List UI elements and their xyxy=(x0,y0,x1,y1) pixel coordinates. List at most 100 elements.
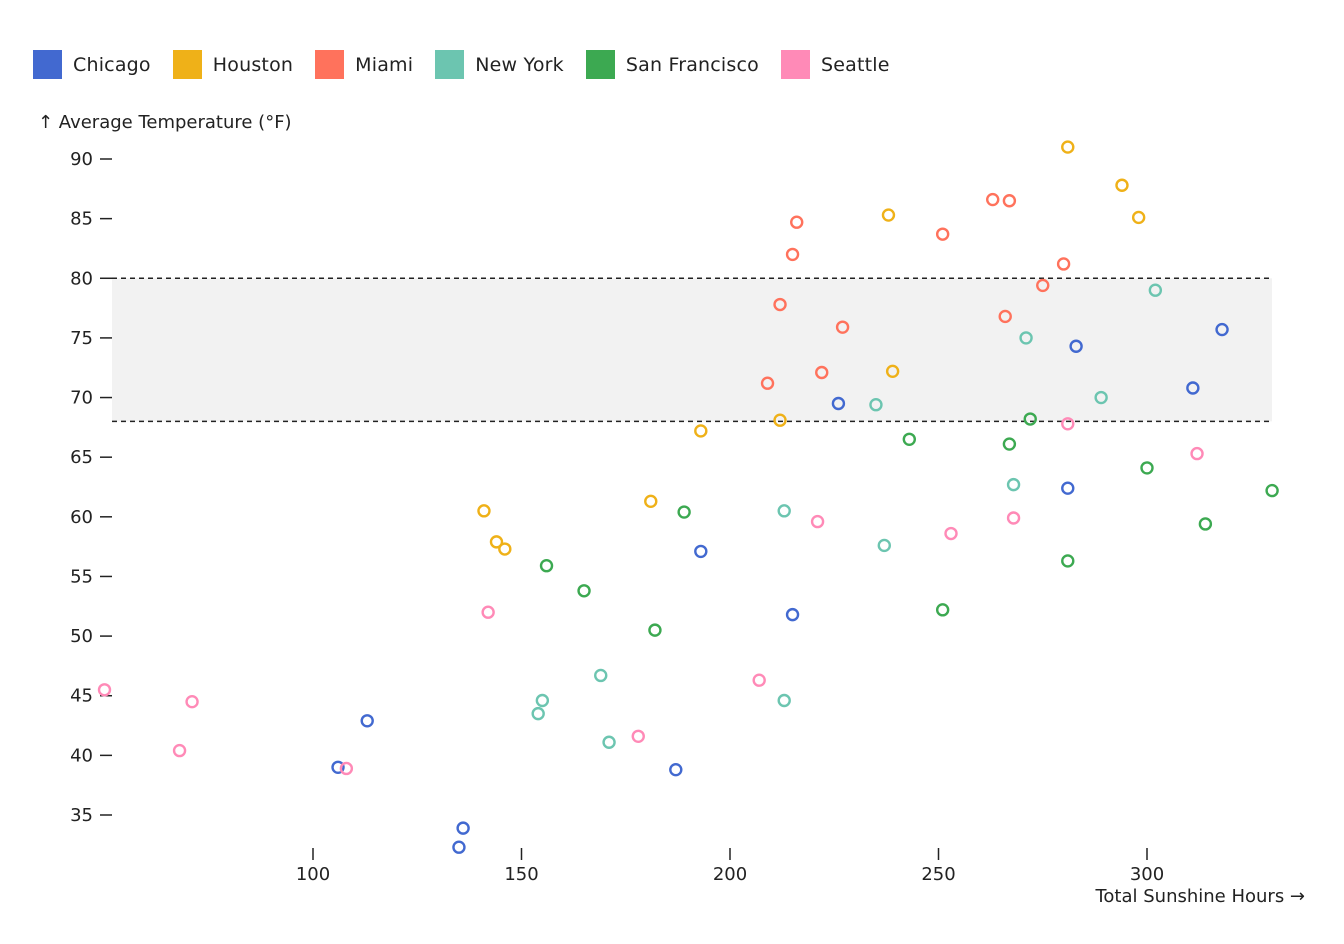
y-tick-label: 55 xyxy=(70,566,93,587)
data-point xyxy=(1019,331,1033,345)
data-point xyxy=(644,494,658,509)
data-point xyxy=(648,623,662,637)
data-point xyxy=(481,605,495,619)
x-tick-label: 150 xyxy=(504,864,538,885)
data-point xyxy=(877,538,891,553)
x-tick-label: 200 xyxy=(713,864,747,885)
data-point xyxy=(777,693,791,708)
data-point xyxy=(185,694,199,709)
data-point xyxy=(1006,511,1021,525)
data-point xyxy=(97,683,112,697)
legend-label: New York xyxy=(475,53,564,76)
legend-item: Chicago xyxy=(33,50,151,79)
data-point xyxy=(1061,140,1075,154)
data-point xyxy=(1006,477,1021,492)
data-point xyxy=(835,320,850,334)
data-point xyxy=(1131,210,1146,225)
y-axis-label: ↑ Average Temperature (°F) xyxy=(38,112,292,133)
y-tick-label: 35 xyxy=(70,805,93,826)
data-point xyxy=(677,505,691,519)
x-tick-label: 300 xyxy=(1130,864,1164,885)
data-point xyxy=(172,743,187,758)
data-point xyxy=(531,706,545,721)
data-point xyxy=(1140,461,1154,475)
data-point xyxy=(631,729,645,743)
data-point xyxy=(760,376,775,390)
data-point xyxy=(831,396,846,411)
data-point xyxy=(773,413,787,427)
y-tick-label: 85 xyxy=(70,209,93,230)
data-point xyxy=(452,840,466,854)
data-point xyxy=(810,514,825,529)
x-axis-label: Total Sunshine Hours → xyxy=(1094,886,1305,907)
y-tick-label: 40 xyxy=(70,745,93,766)
data-point xyxy=(1115,178,1129,192)
data-point xyxy=(935,603,950,617)
data-point xyxy=(815,365,829,380)
data-point xyxy=(1186,381,1200,395)
data-point xyxy=(1061,417,1075,431)
data-point xyxy=(773,297,787,312)
data-point xyxy=(1023,412,1037,426)
data-point xyxy=(1069,339,1083,353)
data-point xyxy=(1148,283,1163,297)
data-point xyxy=(1061,554,1075,568)
y-tick-label: 75 xyxy=(70,328,93,349)
y-tick-label: 80 xyxy=(70,268,93,289)
legend-item: Seattle xyxy=(780,50,890,79)
data-point xyxy=(1002,437,1017,451)
data-point xyxy=(669,762,683,777)
data-point xyxy=(577,584,591,598)
legend-item: New York xyxy=(435,50,564,79)
data-point xyxy=(777,504,791,518)
legend-label: Miami xyxy=(355,53,414,76)
legend-swatch xyxy=(33,50,62,79)
data-point xyxy=(998,309,1012,324)
data-point xyxy=(339,761,354,776)
data-point xyxy=(360,714,374,728)
y-tick-label: 65 xyxy=(70,447,93,468)
legend-swatch xyxy=(315,50,345,79)
legend-swatch xyxy=(172,50,202,79)
y-tick-label: 90 xyxy=(70,149,93,170)
y-tick-label: 45 xyxy=(70,686,93,707)
legend-item: Miami xyxy=(315,50,413,79)
data-point xyxy=(594,668,608,683)
data-point xyxy=(1061,481,1075,495)
data-point xyxy=(944,526,958,541)
highlight-band xyxy=(112,278,1272,422)
data-point xyxy=(535,693,550,708)
y-tick-label: 70 xyxy=(70,388,93,409)
data-point xyxy=(1056,257,1071,271)
legend-item: San Francisco xyxy=(585,50,759,79)
data-point xyxy=(790,215,804,229)
data-point xyxy=(785,247,800,262)
legend-item: Houston xyxy=(172,50,293,79)
y-tick-label: 60 xyxy=(70,507,93,528)
legend-label: San Francisco xyxy=(625,53,759,76)
legend-swatch xyxy=(585,50,615,79)
data-point xyxy=(498,542,512,556)
data-point xyxy=(881,208,896,222)
data-point xyxy=(539,559,554,573)
data-point xyxy=(1036,278,1050,293)
data-point xyxy=(456,821,470,835)
data-point xyxy=(477,504,491,518)
data-point xyxy=(602,735,616,749)
legend: Chicago Houston Miami New York San Francisco… xyxy=(33,50,912,79)
data-point xyxy=(869,398,883,412)
y-tick-label: 50 xyxy=(70,626,93,647)
legend-swatch xyxy=(780,50,810,79)
data-point xyxy=(1198,517,1213,531)
data-point xyxy=(489,535,504,549)
data-point xyxy=(752,673,766,687)
data-point xyxy=(1094,390,1108,405)
data-point xyxy=(986,192,1000,207)
data-point xyxy=(1265,483,1279,498)
data-point xyxy=(331,760,345,774)
legend-swatch xyxy=(435,50,465,79)
data-point xyxy=(785,607,800,622)
x-tick-label: 250 xyxy=(921,864,955,885)
